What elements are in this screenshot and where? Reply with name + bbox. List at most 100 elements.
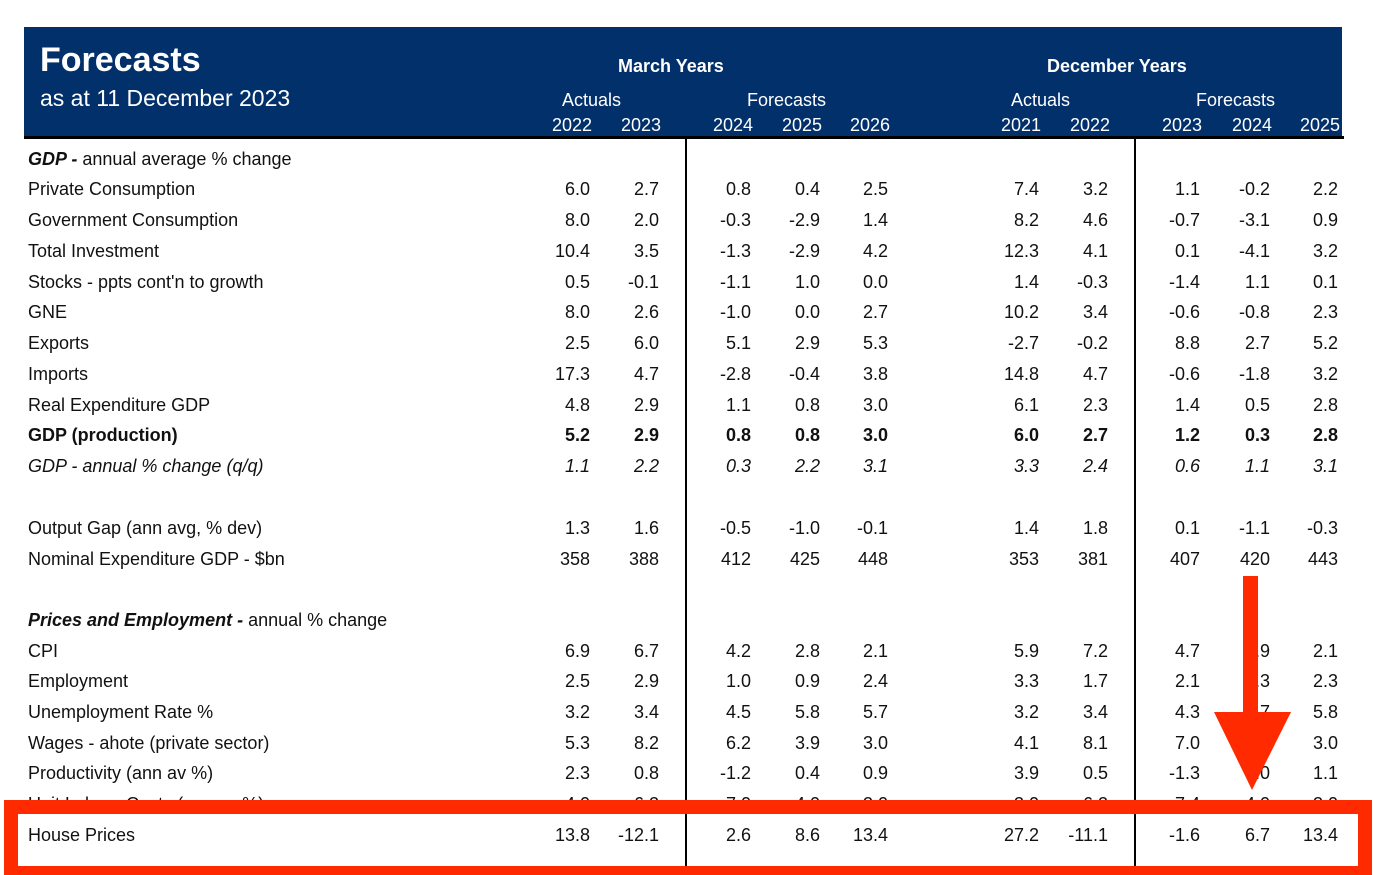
cell-value: 2.6 — [725, 825, 751, 845]
year-column-header: 2026 — [849, 115, 890, 135]
cell-value: -0.1 — [856, 518, 888, 538]
march-actuals-label: Actuals — [562, 90, 622, 110]
section-subtitle: annual % change — [243, 610, 388, 630]
table-row: Total Investment 10.4 3.5 -1.3 -2.9 4.2 12.3 4.… — [0, 237, 1400, 267]
year-column-header: 2025 — [781, 115, 822, 135]
cell-value: 8.1 — [1082, 733, 1108, 753]
cell-value: 0.5 — [1244, 395, 1270, 415]
table-row: GDP - annual % change (q/q) 1.1 2.2 0.3 2.2 3… — [0, 452, 1400, 482]
cell-value: 1.6 — [633, 518, 659, 538]
cell-value: 1.2 — [1174, 425, 1200, 445]
cell-value: 3.2 — [1312, 364, 1338, 384]
cell-value: 412 — [720, 549, 751, 569]
cell-value: -1.3 — [719, 241, 751, 261]
cell-value: 6.9 — [564, 641, 590, 661]
cell-value: 420 — [1239, 549, 1270, 569]
cell-value: 4.2 — [725, 641, 751, 661]
cell-value: -12.1 — [617, 825, 659, 845]
cell-value: 27.2 — [1003, 825, 1039, 845]
cell-value: 3.2 — [564, 702, 590, 722]
cell-value: 0.8 — [633, 763, 659, 783]
table-row: Imports 17.3 4.7 -2.8 -0.4 3.8 14.8 4.7 -0.6 -1.8… — [0, 360, 1400, 390]
cell-value: -1.4 — [1168, 272, 1200, 292]
cell-value: 4.6 — [1082, 210, 1108, 230]
year-column-header: 2022 — [1069, 115, 1110, 135]
cell-value: 3.2 — [1082, 179, 1108, 199]
cell-value: 4.7 — [633, 364, 659, 384]
cell-value: -1.3 — [1168, 763, 1200, 783]
cell-value: 0.0 — [862, 272, 888, 292]
cell-value: 12.3 — [1003, 241, 1039, 261]
section-title: GDP - — [28, 149, 78, 169]
table-row: Prices and Employment - annual % change — [0, 606, 1400, 636]
cell-value: 381 — [1077, 549, 1108, 569]
cell-value: 425 — [789, 549, 820, 569]
cell-value: -2.7 — [1007, 333, 1039, 353]
row-label: Total Investment — [28, 241, 160, 261]
cell-value: -2.9 — [788, 241, 820, 261]
cell-value: -0.4 — [788, 364, 820, 384]
cell-value: -0.2 — [1076, 333, 1108, 353]
cell-value: 2.1 — [862, 641, 888, 661]
table-row: Government Consumption 8.0 2.0 -0.3 -2.9 1.4 8… — [0, 206, 1400, 236]
cell-value: 0.8 — [725, 425, 751, 445]
table-header: Forecasts as at 11 December 2023 March Y… — [24, 27, 1342, 136]
cell-value: -3.1 — [1238, 210, 1270, 230]
cell-value: 0.5 — [564, 272, 590, 292]
cell-value: 7.2 — [1082, 641, 1108, 661]
cell-value: 3.1 — [1312, 456, 1338, 476]
cell-value: 0.9 — [1312, 210, 1338, 230]
cell-value: 4.5 — [725, 702, 751, 722]
cell-value: 13.8 — [554, 825, 590, 845]
section-subtitle: annual average % change — [77, 149, 292, 169]
table-row: GNE 8.0 2.6 -1.0 0.0 2.7 10.2 3.4 -0.6 -0.8 2.3 — [0, 298, 1400, 328]
cell-value: 3.4 — [1082, 702, 1108, 722]
cell-value: 4.3 — [1174, 702, 1200, 722]
cell-value: 1.3 — [564, 518, 590, 538]
cell-value: -0.7 — [1168, 210, 1200, 230]
cell-value: 5.8 — [794, 702, 820, 722]
dec-actuals-label: Actuals — [1011, 90, 1071, 110]
cell-value: 6.1 — [1013, 395, 1039, 415]
cell-value: 3.9 — [1013, 763, 1039, 783]
cell-value: 10.2 — [1003, 302, 1039, 322]
cell-value: 5.9 — [1013, 641, 1039, 661]
cell-value: -0.6 — [1168, 364, 1200, 384]
cell-value: 4.8 — [564, 395, 590, 415]
cell-value: 1.0 — [725, 671, 751, 691]
cell-value: 2.9 — [633, 425, 659, 445]
cell-value: 1.1 — [1244, 272, 1270, 292]
cell-value: -0.3 — [719, 210, 751, 230]
cell-value: -1.0 — [719, 302, 751, 322]
year-column-header: 2023 — [620, 115, 661, 135]
cell-value: 8.6 — [794, 825, 820, 845]
cell-value: 5.3 — [564, 733, 590, 753]
year-column-header: 2024 — [712, 115, 753, 135]
cell-value: 2.7 — [1244, 333, 1270, 353]
cell-value: 2.3 — [1312, 302, 1338, 322]
cell-value: 407 — [1169, 549, 1200, 569]
cell-value: 2.4 — [1082, 456, 1108, 476]
cell-value: 2.1 — [1312, 641, 1338, 661]
cell-value: 13.4 — [852, 825, 888, 845]
row-label: Employment — [28, 671, 129, 691]
cell-value: 1.8 — [1082, 518, 1108, 538]
year-column-header: 2022 — [551, 115, 592, 135]
cell-value: -0.3 — [1076, 272, 1108, 292]
cell-value: 17.3 — [554, 364, 590, 384]
table-row: GDP (production) 5.2 2.9 0.8 0.8 3.0 6.0 2.7 1.2… — [0, 421, 1400, 451]
cell-value: 443 — [1307, 549, 1338, 569]
cell-value: 3.0 — [862, 733, 888, 753]
row-label: Real Expenditure GDP — [28, 395, 211, 415]
cell-value: 2.8 — [1312, 395, 1338, 415]
cell-value: 2.2 — [794, 456, 820, 476]
cell-value: 2.9 — [794, 333, 820, 353]
table-row: Exports 2.5 6.0 5.1 2.9 5.3 -2.7 -0.2 8.8 2.7 5.2 — [0, 329, 1400, 359]
cell-value: 2.9 — [633, 395, 659, 415]
row-label: Output Gap (ann avg, % dev) — [28, 518, 263, 538]
cell-value: 3.3 — [1013, 671, 1039, 691]
cell-value: 1.7 — [1082, 671, 1108, 691]
cell-value: 1.4 — [862, 210, 888, 230]
table-row: Private Consumption 6.0 2.7 0.8 0.4 2.5 7.4 3.2… — [0, 175, 1400, 205]
cell-value: 0.3 — [1244, 425, 1270, 445]
